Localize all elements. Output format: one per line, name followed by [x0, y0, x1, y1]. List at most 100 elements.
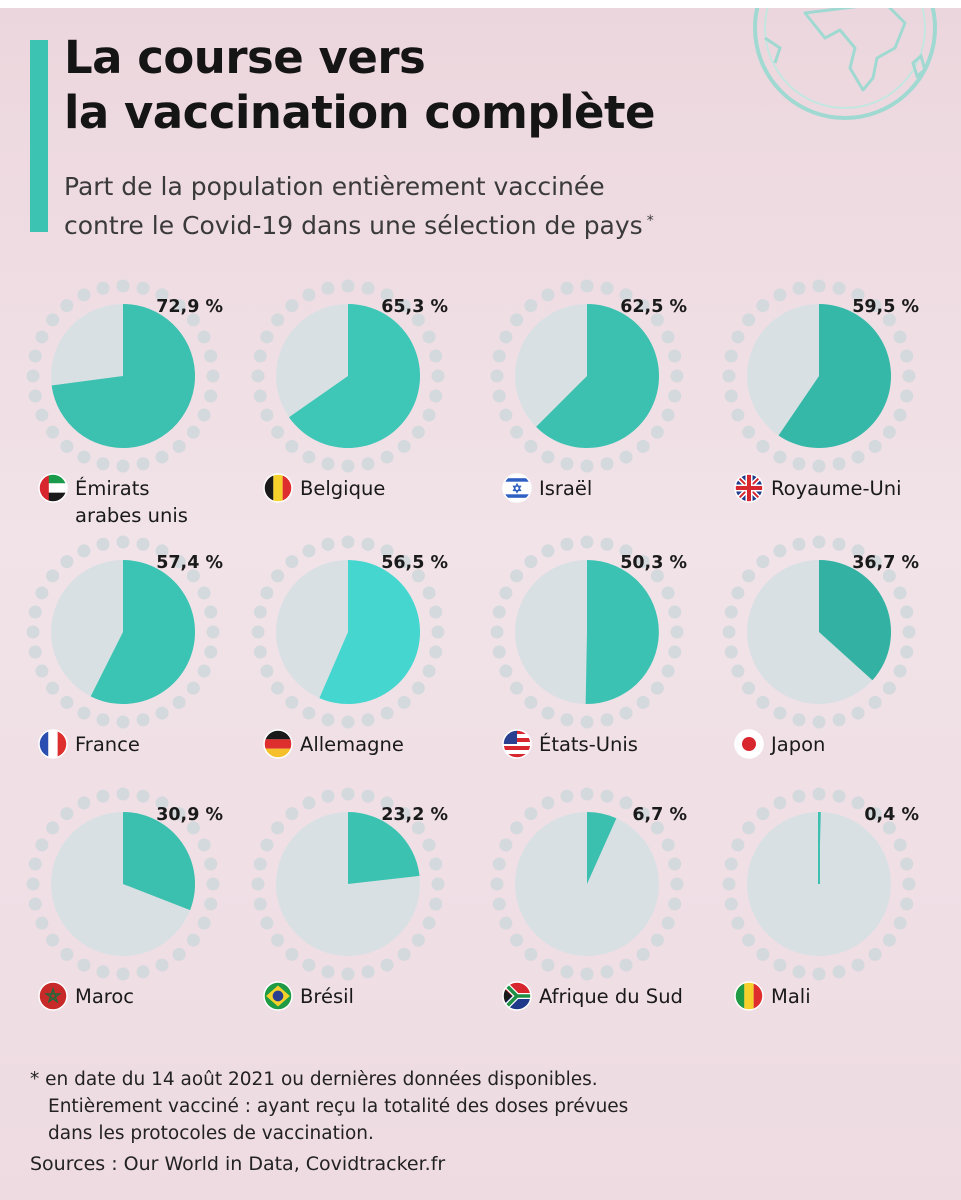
value-label-belgique: 65,3 % — [381, 297, 448, 317]
ring-dot — [197, 330, 211, 344]
ring-dot — [773, 958, 787, 972]
ring-dot — [661, 838, 675, 852]
ring-dot — [580, 279, 594, 293]
ring-dot — [851, 450, 865, 464]
ring-dot — [756, 299, 770, 313]
ring-dot — [773, 796, 787, 810]
ring-dot — [60, 807, 74, 821]
ring-dot — [429, 645, 443, 659]
ring-dot — [253, 897, 267, 911]
ring-dot — [411, 313, 425, 327]
ring-dot — [136, 965, 150, 979]
ring-dot — [422, 664, 436, 678]
ring-dot — [580, 459, 594, 473]
ring-dot — [204, 605, 218, 619]
morocco-flag-icon — [38, 981, 68, 1011]
ring-dot — [524, 807, 538, 821]
ring-dot — [724, 605, 738, 619]
subtitle-line-2-text: contre le Covid-19 dans une sélection de… — [64, 211, 643, 240]
footnote-line-1: * en date du 14 août 2021 ou dernières d… — [30, 1069, 598, 1090]
ring-dot — [411, 425, 425, 439]
ring-dot — [136, 281, 150, 295]
sources: Sources : Our World in Data, Covidtracke… — [30, 1153, 446, 1175]
ring-dot — [253, 645, 267, 659]
ring-dot — [251, 625, 265, 639]
ring-dot — [636, 555, 650, 569]
ring-dot — [510, 681, 524, 695]
ring-dot — [186, 681, 200, 695]
ring-dot — [116, 279, 130, 293]
ring-dot — [361, 281, 375, 295]
ring-dot — [28, 897, 42, 911]
ring-dot — [792, 281, 806, 295]
ring-dot — [260, 664, 274, 678]
subtitle-asterisk: * — [646, 213, 654, 229]
ring-dot — [411, 681, 425, 695]
ring-dot — [116, 459, 130, 473]
subtitle-line-1: Part de la population entièrement vaccin… — [64, 172, 605, 201]
ring-dot — [172, 299, 186, 313]
ring-dot — [253, 605, 267, 619]
ring-dot — [429, 389, 443, 403]
value-label-france: 57,4 % — [156, 553, 223, 573]
ring-dot — [321, 537, 335, 551]
ring-dot — [116, 535, 130, 549]
ring-dot — [172, 439, 186, 453]
ring-dot — [560, 281, 574, 295]
ring-dot — [341, 535, 355, 549]
ring-dot — [96, 965, 110, 979]
ring-dot — [380, 706, 394, 720]
ring-dot — [560, 789, 574, 803]
ring-dot — [668, 645, 682, 659]
value-label-etats-unis: 50,3 % — [620, 553, 687, 573]
pie-slice-afrique-du-sud — [587, 812, 617, 884]
ring-dot — [253, 389, 267, 403]
ring-dot — [882, 681, 896, 695]
ring-dot — [492, 605, 506, 619]
ring-dot — [26, 625, 40, 639]
ring-dot — [756, 695, 770, 709]
ring-dot — [253, 857, 267, 871]
ring-dot — [600, 537, 614, 551]
country-label-mali: Mali — [771, 985, 811, 1008]
pie-chart-grid: 72,9 % Émirats arabes unis 65,3 % Belgique 62… — [26, 279, 919, 1011]
pie-emirats-arabes-unis: 72,9 % Émirats arabes unis — [26, 279, 223, 527]
ring-dot — [60, 695, 74, 709]
ring-dot — [661, 330, 675, 344]
ring-dot — [136, 537, 150, 551]
ring-dot — [722, 369, 736, 383]
ring-dot — [155, 544, 169, 558]
ring-dot — [900, 897, 914, 911]
ring-dot — [302, 796, 316, 810]
ring-dot — [77, 544, 91, 558]
ring-dot — [619, 706, 633, 720]
ring-dot — [724, 645, 738, 659]
germany-flag-icon — [263, 729, 293, 759]
ring-dot — [524, 947, 538, 961]
ring-dot — [380, 450, 394, 464]
ring-dot — [893, 408, 907, 422]
ring-dot — [28, 605, 42, 619]
ring-dot — [731, 330, 745, 344]
ring-dot — [868, 947, 882, 961]
ring-dot — [619, 796, 633, 810]
pie-maroc: 30,9 % Maroc — [26, 787, 223, 1011]
ring-dot — [397, 947, 411, 961]
country-label-royaume-uni: Royaume-Uni — [771, 477, 902, 500]
ring-dot — [77, 450, 91, 464]
usa-flag-icon — [502, 729, 532, 759]
ring-dot — [77, 706, 91, 720]
ring-dot — [792, 537, 806, 551]
ring-dot — [812, 967, 826, 981]
ring-dot — [260, 586, 274, 600]
ring-dot — [724, 349, 738, 363]
ring-dot — [560, 965, 574, 979]
ring-dot — [397, 555, 411, 569]
ring-dot — [668, 605, 682, 619]
title-line-1: La course vers — [64, 31, 426, 84]
ring-dot — [380, 796, 394, 810]
ring-dot — [499, 664, 513, 678]
ring-dot — [668, 389, 682, 403]
ring-dot — [271, 933, 285, 947]
ring-dot — [756, 947, 770, 961]
